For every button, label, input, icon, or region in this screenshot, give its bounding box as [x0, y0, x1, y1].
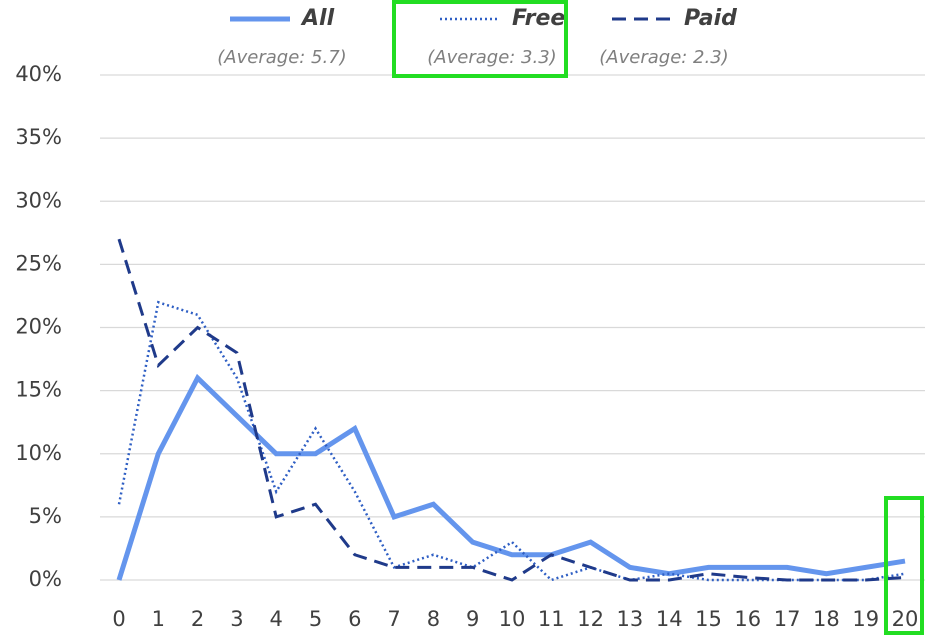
x-tick-label: 17	[774, 607, 801, 631]
x-tick-label: 7	[387, 607, 400, 631]
y-tick-label: 25%	[15, 251, 62, 275]
x-tick-label: 6	[348, 607, 361, 631]
legend-label: Free	[512, 6, 565, 31]
series-line	[117, 238, 906, 582]
legend-label: Paid	[684, 6, 737, 31]
highlight-box	[884, 496, 924, 635]
x-tick-label: 19	[852, 607, 879, 631]
x-tick-label: 2	[191, 607, 204, 631]
x-tick-label: 18	[813, 607, 840, 631]
x-tick-label: 1	[152, 607, 165, 631]
x-tick-label: 0	[112, 607, 125, 631]
grid: 0%5%10%15%20%25%30%35%40%0 1 2 3 4 5 6 7 8 9 10 11 1…	[15, 62, 925, 631]
y-tick-label: 40%	[15, 62, 62, 86]
series-line	[116, 373, 906, 581]
legend-average: (Average: 2.3)	[599, 47, 728, 68]
y-tick-label: 5%	[29, 504, 62, 528]
y-tick-label: 0%	[29, 567, 62, 591]
x-tick-label: 16	[734, 607, 761, 631]
x-tick-label: 15	[695, 607, 722, 631]
legend-average: (Average: 3.3)	[427, 47, 556, 68]
x-tick-label: 3	[230, 607, 243, 631]
x-tick-label: 9	[466, 607, 479, 631]
x-tick-label: 14	[656, 607, 683, 631]
x-tick-label: 5	[309, 607, 322, 631]
series-line	[117, 300, 906, 582]
legend-average: (Average: 5.7)	[217, 47, 346, 68]
y-tick-label: 10%	[15, 441, 62, 465]
x-tick-label: 13	[617, 607, 644, 631]
y-tick-label: 20%	[15, 315, 62, 339]
x-tick-label: 11	[538, 607, 565, 631]
y-tick-label: 35%	[15, 125, 62, 149]
x-tick-label: 10	[499, 607, 526, 631]
legend: All (Average: 5.7) Free (Average: 3.3) Paid (…	[217, 6, 737, 68]
plot	[116, 238, 906, 582]
legend-label: All	[300, 6, 335, 31]
x-tick-label: 8	[427, 607, 440, 631]
y-tick-label: 15%	[15, 378, 62, 402]
x-tick-label: 20	[892, 607, 919, 631]
y-tick-label: 30%	[15, 188, 62, 212]
x-tick-label: 4	[270, 607, 283, 631]
highlight-box	[392, 0, 568, 78]
x-tick-label: 12	[577, 607, 604, 631]
